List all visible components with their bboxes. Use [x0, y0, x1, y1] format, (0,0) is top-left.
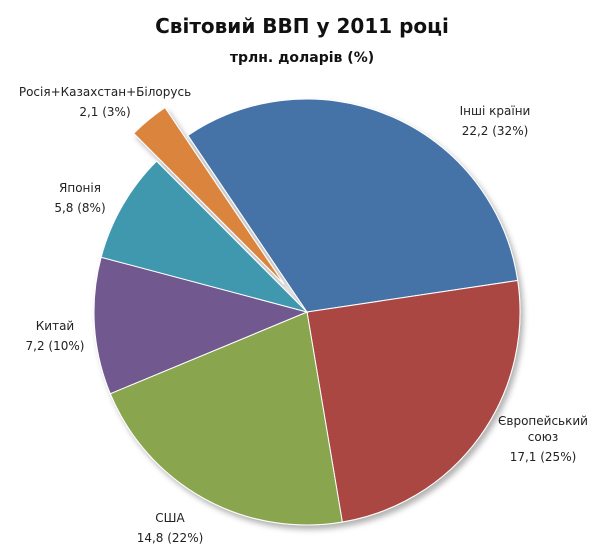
value-label: 14,8 (22%) [136, 531, 204, 545]
pie-slice [132, 106, 285, 285]
pie-slice [109, 311, 343, 526]
value-label: 2,1 (3%) [79, 105, 131, 119]
value-label: 7,2 (10%) [25, 339, 85, 353]
slices [93, 98, 521, 526]
value-label: 22,2 (32%) [461, 124, 529, 138]
slice-label: Європейський союз [498, 414, 588, 444]
pie-slice [93, 256, 309, 395]
value-label: 17,1 (25%) [509, 450, 577, 464]
pie-slice [100, 160, 309, 313]
slice-label: Японія [59, 181, 101, 195]
slice-label: США [155, 511, 185, 525]
chart-subtitle: трлн. доларів (%) [229, 50, 375, 66]
slice-label: Китай [35, 319, 75, 333]
pie-slice [187, 98, 519, 313]
value-label: 5,8 (8%) [54, 201, 106, 215]
slice-label: Інші країни [459, 104, 531, 118]
pie-slice [306, 279, 521, 523]
chart-title: Світовий ВВП у 2011 році [155, 14, 449, 38]
slice-label: Росія+Казахстан+Білорусь [18, 85, 192, 99]
